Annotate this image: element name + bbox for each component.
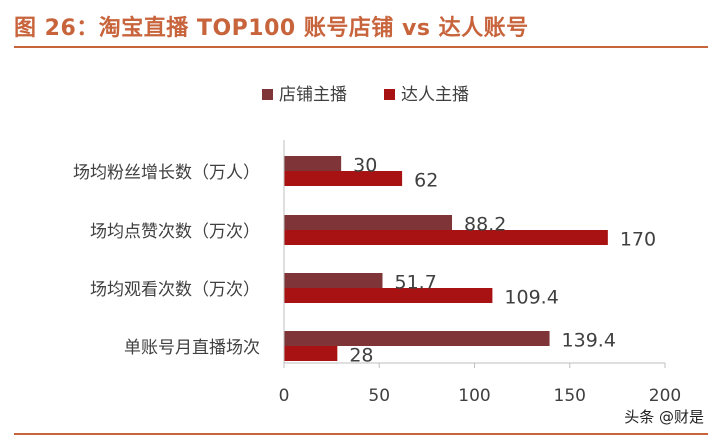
category-label: 场均粉丝增长数（万人） bbox=[73, 163, 260, 183]
data-label: 51.7 bbox=[394, 272, 436, 294]
data-label: 28 bbox=[349, 345, 373, 367]
x-tick-label: 100 bbox=[458, 386, 490, 406]
bottom-rule bbox=[14, 433, 708, 435]
category-label: 场均观看次数（万次） bbox=[90, 280, 260, 300]
value-labels: 30 88.2 51.7 139.4 62 170 109.4 28 bbox=[349, 155, 656, 367]
legend: 店铺主播 达人主播 bbox=[262, 85, 469, 105]
bar bbox=[284, 230, 608, 245]
bar bbox=[284, 346, 338, 361]
bar bbox=[284, 156, 342, 171]
data-label: 170 bbox=[620, 229, 656, 251]
legend-label: 达人主播 bbox=[401, 85, 469, 105]
data-label: 30 bbox=[353, 155, 377, 177]
data-label: 139.4 bbox=[562, 330, 616, 352]
bars bbox=[284, 156, 608, 361]
legend-swatch bbox=[262, 89, 273, 100]
category-label: 场均点赞次数（万次） bbox=[90, 222, 260, 242]
bar bbox=[284, 331, 550, 346]
figure-title: 图 26：淘宝直播 TOP100 账号店铺 vs 达人账号 bbox=[14, 16, 529, 41]
category-label: 单账号月直播场次 bbox=[124, 338, 260, 358]
x-tick-label: 50 bbox=[368, 386, 390, 406]
data-label: 88.2 bbox=[464, 214, 506, 236]
bar bbox=[284, 288, 493, 303]
title-rule bbox=[14, 46, 708, 48]
x-axis: 0 50 100 150 200 bbox=[279, 140, 681, 406]
legend-swatch bbox=[384, 89, 395, 100]
x-tick-label: 200 bbox=[649, 386, 681, 406]
x-tick-label: 0 bbox=[279, 386, 290, 406]
x-tick-label: 150 bbox=[554, 386, 586, 406]
bar bbox=[284, 171, 403, 186]
watermark: 头条 @财是 bbox=[624, 408, 704, 426]
data-label: 109.4 bbox=[504, 287, 558, 309]
bar bbox=[284, 273, 383, 288]
bar bbox=[284, 215, 453, 230]
data-label: 62 bbox=[414, 170, 438, 192]
category-labels: 场均粉丝增长数（万人） 场均点赞次数（万次） 场均观看次数（万次） 单账号月直播场次 bbox=[73, 163, 260, 358]
legend-label: 店铺主播 bbox=[279, 85, 347, 105]
